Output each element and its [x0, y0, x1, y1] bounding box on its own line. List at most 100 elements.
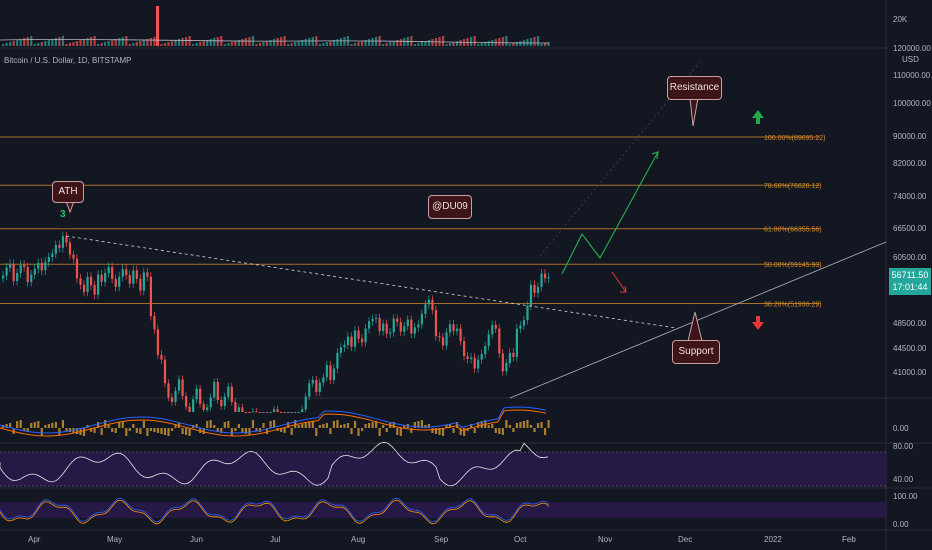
volume-bar [248, 37, 251, 46]
projection-arrowhead [651, 151, 659, 160]
y-tick-label: 44500.00 [893, 344, 927, 353]
macd-bar [448, 424, 452, 428]
candle-body [536, 286, 540, 293]
candle-body [406, 319, 409, 327]
candle-body [107, 267, 110, 273]
volume-bar [23, 38, 26, 46]
candle-body [30, 274, 33, 283]
volume-bar [311, 37, 314, 46]
macd-bar [473, 428, 476, 433]
macd-bar [40, 428, 43, 436]
volume-bar [16, 40, 19, 46]
volume-bar [424, 41, 427, 46]
candle-body [353, 330, 357, 347]
macd-bar [410, 428, 413, 433]
volume-bar [512, 43, 515, 46]
macd-bar [343, 424, 346, 428]
candle-body [547, 277, 550, 279]
candle-body [192, 399, 195, 412]
candle-body [111, 267, 114, 279]
macd-bar [382, 425, 385, 428]
candle-body [325, 365, 328, 378]
volume-bar [128, 44, 131, 46]
projection-path [561, 151, 659, 275]
volume-bar [244, 38, 248, 46]
macd-bar [107, 425, 110, 428]
candle-body [424, 304, 427, 314]
macd-bar [251, 420, 255, 428]
macd-bar [160, 428, 163, 434]
candle-body [100, 274, 103, 283]
macd-bar [441, 428, 445, 436]
macd-bar [529, 425, 533, 428]
volume-bar [213, 38, 216, 46]
volume-bar [19, 39, 22, 46]
candle-body [220, 400, 223, 406]
candle-body [378, 317, 381, 332]
candle-body [308, 383, 311, 397]
current-price-badge: 56711.50 17:01:44 [889, 268, 931, 295]
volume-bar [188, 36, 191, 46]
candle-body [93, 285, 96, 295]
volume-bar [61, 36, 65, 46]
candle-body [135, 270, 138, 279]
macd-bar [501, 428, 504, 435]
macd-bar [54, 422, 57, 428]
channel-line [539, 61, 701, 257]
candle-body [512, 352, 515, 357]
candle-body [167, 383, 170, 398]
candle-body [248, 412, 251, 413]
candle-body [487, 334, 490, 347]
candle-body [65, 236, 68, 243]
candle-body [86, 276, 89, 292]
macd-bar [248, 428, 251, 435]
macd-bar [322, 424, 325, 428]
candle-body [473, 357, 476, 369]
volume-bar [269, 40, 272, 46]
volume-bar [177, 39, 181, 46]
volume-bar [487, 41, 490, 46]
candle-body [128, 275, 131, 284]
macd-bar [445, 425, 448, 428]
macd-bar [301, 424, 304, 428]
macd-bar [9, 423, 12, 428]
macd-bar [533, 428, 536, 432]
macd-bar [515, 423, 519, 428]
x-tick-label: Dec [678, 535, 692, 544]
candle-body [58, 244, 61, 248]
macd-bar [438, 428, 441, 435]
macd-bar [452, 428, 455, 433]
macd-bar [195, 424, 198, 428]
volume-bar [329, 41, 332, 46]
macd-bar [364, 424, 367, 428]
macd-bar [318, 425, 321, 428]
candle-body [174, 390, 177, 402]
macd-bar [167, 428, 170, 436]
volume-bar [318, 44, 321, 46]
macd-bar [93, 428, 96, 433]
volume-bar [86, 38, 89, 46]
candle-body [213, 382, 216, 398]
candle-body [382, 323, 385, 332]
candle-body [251, 411, 255, 413]
candle-body [438, 336, 441, 338]
candle-body [181, 379, 184, 396]
macd-bar [417, 421, 420, 428]
candle-body [413, 327, 416, 334]
macd-bar [403, 425, 406, 428]
resistance-label: Resistance [669, 82, 720, 93]
candle-body [448, 324, 452, 333]
volume-bar [5, 43, 8, 46]
candle-body [519, 325, 522, 329]
candle-body [199, 388, 202, 404]
candle-body [445, 332, 448, 346]
volume-bar [149, 38, 153, 46]
volume-bar [118, 38, 121, 46]
candle-body [339, 347, 343, 353]
macd-bar [413, 422, 416, 428]
volume-bar [237, 40, 240, 46]
volume-bar [543, 43, 547, 46]
macd-bar [199, 428, 202, 433]
candle-body [455, 328, 459, 332]
